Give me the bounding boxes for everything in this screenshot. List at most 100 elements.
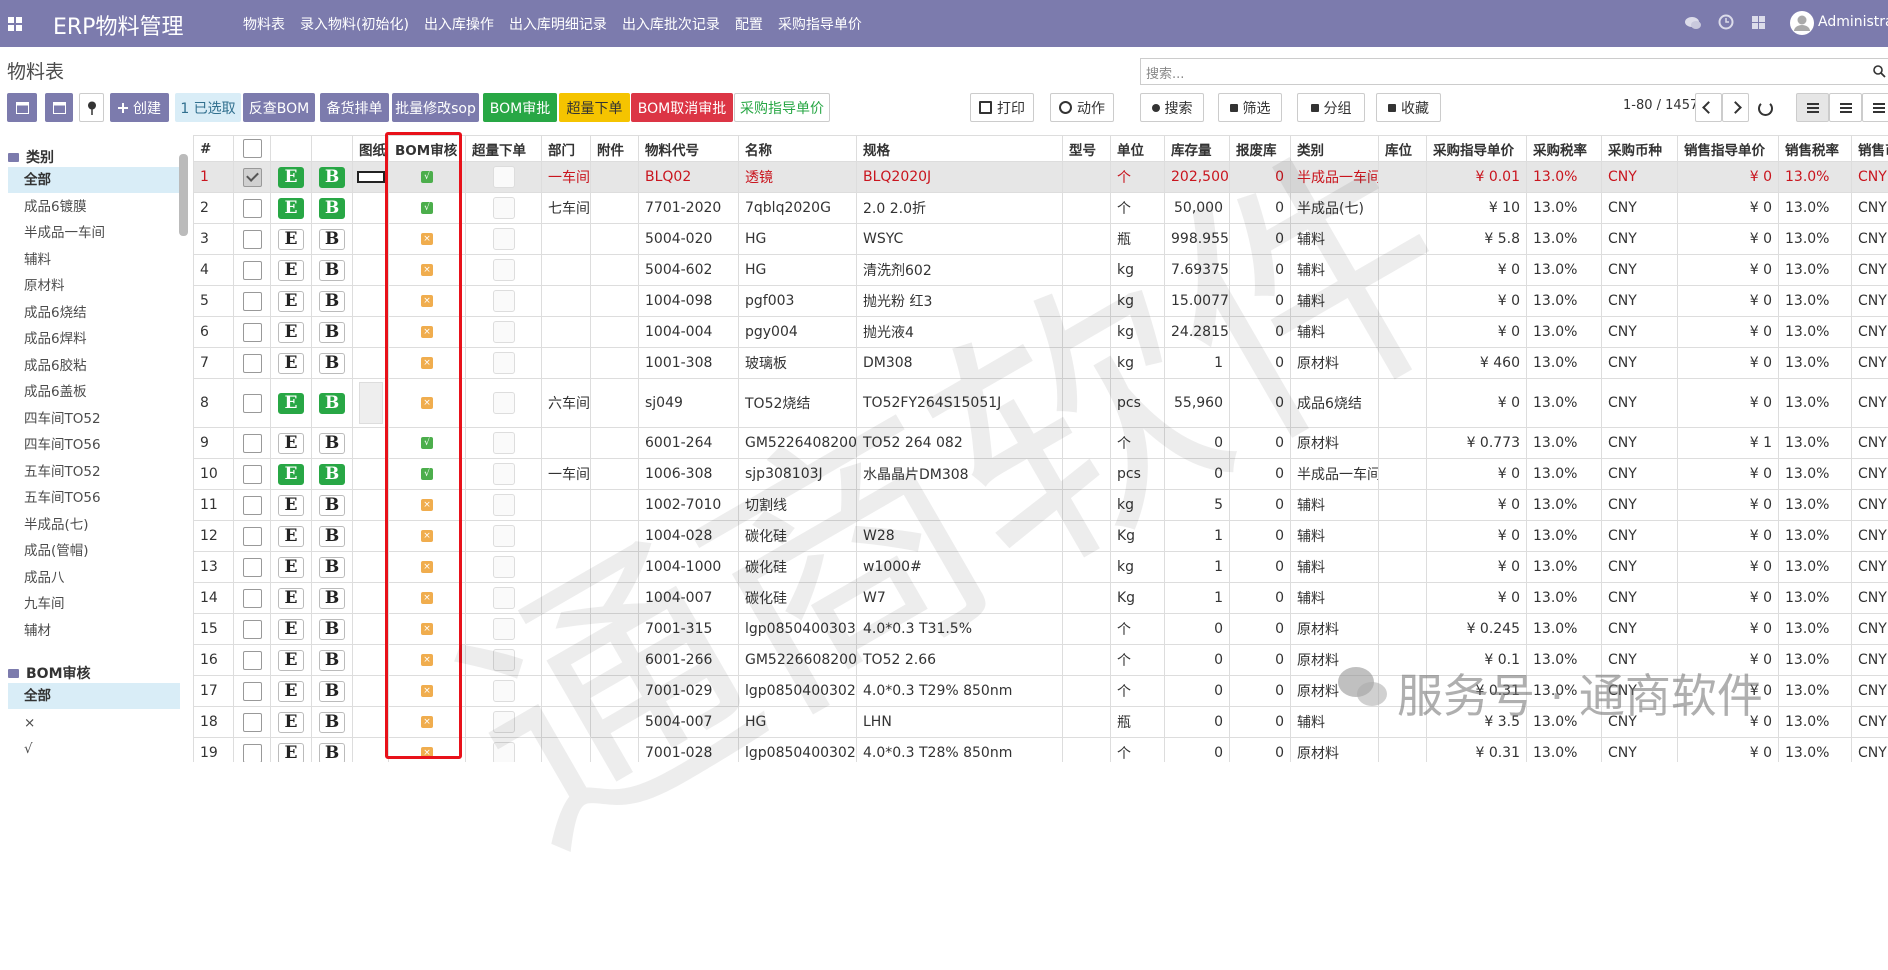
over-order-box[interactable] (493, 166, 515, 188)
avatar[interactable] (1790, 11, 1814, 35)
bom-button[interactable]: B (319, 198, 345, 219)
column-header[interactable] (271, 136, 312, 162)
checkbox[interactable] (243, 230, 262, 249)
sidebar-item[interactable]: 半成品(七) (8, 512, 180, 538)
bom-button[interactable]: B (319, 291, 345, 312)
sidebar-item[interactable]: × (8, 710, 180, 736)
column-header[interactable]: 库存量 (1165, 136, 1230, 162)
bom-button[interactable]: B (319, 495, 345, 516)
over-order-box[interactable] (493, 525, 515, 547)
over-order-box[interactable] (493, 392, 515, 414)
sidebar-item[interactable]: 辅材 (8, 618, 180, 644)
checkbox[interactable] (243, 744, 262, 763)
edit-button[interactable]: E (278, 433, 304, 454)
bom-button[interactable]: B (319, 650, 345, 671)
menu-item[interactable]: 出入库明细记录 (509, 14, 607, 34)
column-header[interactable]: 型号 (1063, 136, 1111, 162)
apps-icon[interactable] (8, 17, 22, 31)
search-button[interactable]: 筛选 (1218, 93, 1282, 122)
toolbar-button[interactable]: 备货排单 (320, 93, 389, 122)
column-header[interactable]: 规格 (857, 136, 1063, 162)
over-order-box[interactable] (493, 290, 515, 312)
search-button[interactable]: 搜索 (1140, 93, 1204, 122)
sidebar-item[interactable]: 五车间TO52 (8, 459, 180, 485)
edit-button[interactable]: E (278, 526, 304, 547)
edit-button[interactable]: E (278, 353, 304, 374)
over-order-box[interactable] (493, 742, 515, 762)
edit-button[interactable]: E (278, 464, 304, 485)
over-order-box[interactable] (493, 259, 515, 281)
bom-button[interactable]: B (319, 681, 345, 702)
edit-button[interactable]: E (278, 681, 304, 702)
sidebar-item[interactable]: 成品八 (8, 565, 180, 591)
sidebar-item[interactable]: 成品6胶粘 (8, 353, 180, 379)
checkbox[interactable] (243, 168, 262, 187)
edit-button[interactable]: E (278, 712, 304, 733)
grid-icon[interactable] (1752, 16, 1765, 29)
view-button[interactable] (1862, 93, 1888, 122)
bom-button[interactable]: B (319, 743, 345, 763)
column-header[interactable]: 销售指导单价 (1678, 136, 1779, 162)
search-button[interactable]: 收藏 (1376, 93, 1441, 122)
bom-button[interactable]: B (319, 229, 345, 250)
calendar-button[interactable] (7, 93, 37, 122)
sidebar-item[interactable]: 九车间 (8, 591, 180, 617)
bom-button[interactable]: B (319, 557, 345, 578)
toolbar-button[interactable]: 反查BOM (243, 93, 315, 122)
menu-item[interactable]: 物料表 (243, 14, 285, 34)
checkbox[interactable] (243, 620, 262, 639)
view-button[interactable] (1796, 93, 1829, 122)
sidebar-item[interactable]: 四车间TO56 (8, 432, 180, 458)
edit-button[interactable]: E (278, 619, 304, 640)
bom-button[interactable]: B (319, 619, 345, 640)
over-order-box[interactable] (493, 463, 515, 485)
sidebar-item[interactable]: 全部 (8, 167, 180, 193)
checkbox[interactable] (243, 713, 262, 732)
column-header[interactable]: # (194, 136, 234, 162)
checkbox[interactable] (243, 434, 262, 453)
column-header[interactable]: 报废库 (1230, 136, 1291, 162)
column-header[interactable]: 超量下单 (466, 136, 542, 162)
checkbox[interactable] (243, 682, 262, 701)
edit-button[interactable]: E (278, 743, 304, 763)
sidebar-item[interactable]: √ (8, 736, 180, 762)
bom-button[interactable]: B (319, 588, 345, 609)
sidebar-item[interactable]: 半成品一车间 (8, 220, 180, 246)
edit-button[interactable]: E (278, 393, 304, 414)
checkbox[interactable] (243, 589, 262, 608)
sidebar-item[interactable]: 成品6焊料 (8, 326, 180, 352)
sidebar-item[interactable]: 四车间TO52 (8, 406, 180, 432)
column-header[interactable]: 采购指导单价 (1427, 136, 1527, 162)
search-button[interactable]: 分组 (1297, 93, 1365, 122)
checkbox[interactable] (243, 292, 262, 311)
over-order-box[interactable] (493, 228, 515, 250)
column-header[interactable] (312, 136, 353, 162)
sidebar-item[interactable]: 成品(管帽) (8, 538, 180, 564)
bom-button[interactable]: B (319, 464, 345, 485)
over-order-box[interactable] (493, 587, 515, 609)
scrollbar[interactable] (179, 154, 188, 236)
view-button[interactable] (1829, 93, 1862, 122)
sidebar-item[interactable]: 成品6盖板 (8, 379, 180, 405)
bom-button[interactable]: B (319, 712, 345, 733)
checkbox[interactable] (243, 354, 262, 373)
map-button[interactable] (79, 93, 104, 122)
checkbox[interactable] (243, 651, 262, 670)
bom-button[interactable]: B (319, 433, 345, 454)
sidebar-item[interactable]: 成品6烧结 (8, 300, 180, 326)
column-header[interactable]: 附件 (591, 136, 639, 162)
drawing-thumbnail[interactable] (357, 171, 385, 183)
checkbox[interactable] (243, 527, 262, 546)
menu-item[interactable]: 出入库批次记录 (622, 14, 720, 34)
column-header[interactable]: 销售币种 (1852, 136, 1888, 162)
checkbox[interactable] (243, 465, 262, 484)
edit-button[interactable]: E (278, 198, 304, 219)
over-order-box[interactable] (493, 649, 515, 671)
column-header[interactable]: 采购税率 (1527, 136, 1602, 162)
bom-button[interactable]: B (319, 167, 345, 188)
column-header[interactable]: 单位 (1111, 136, 1165, 162)
calendar-button[interactable] (45, 93, 73, 122)
column-header[interactable]: 类别 (1291, 136, 1379, 162)
user-name[interactable]: Administrator (1818, 14, 1888, 30)
checkbox[interactable] (243, 394, 262, 413)
